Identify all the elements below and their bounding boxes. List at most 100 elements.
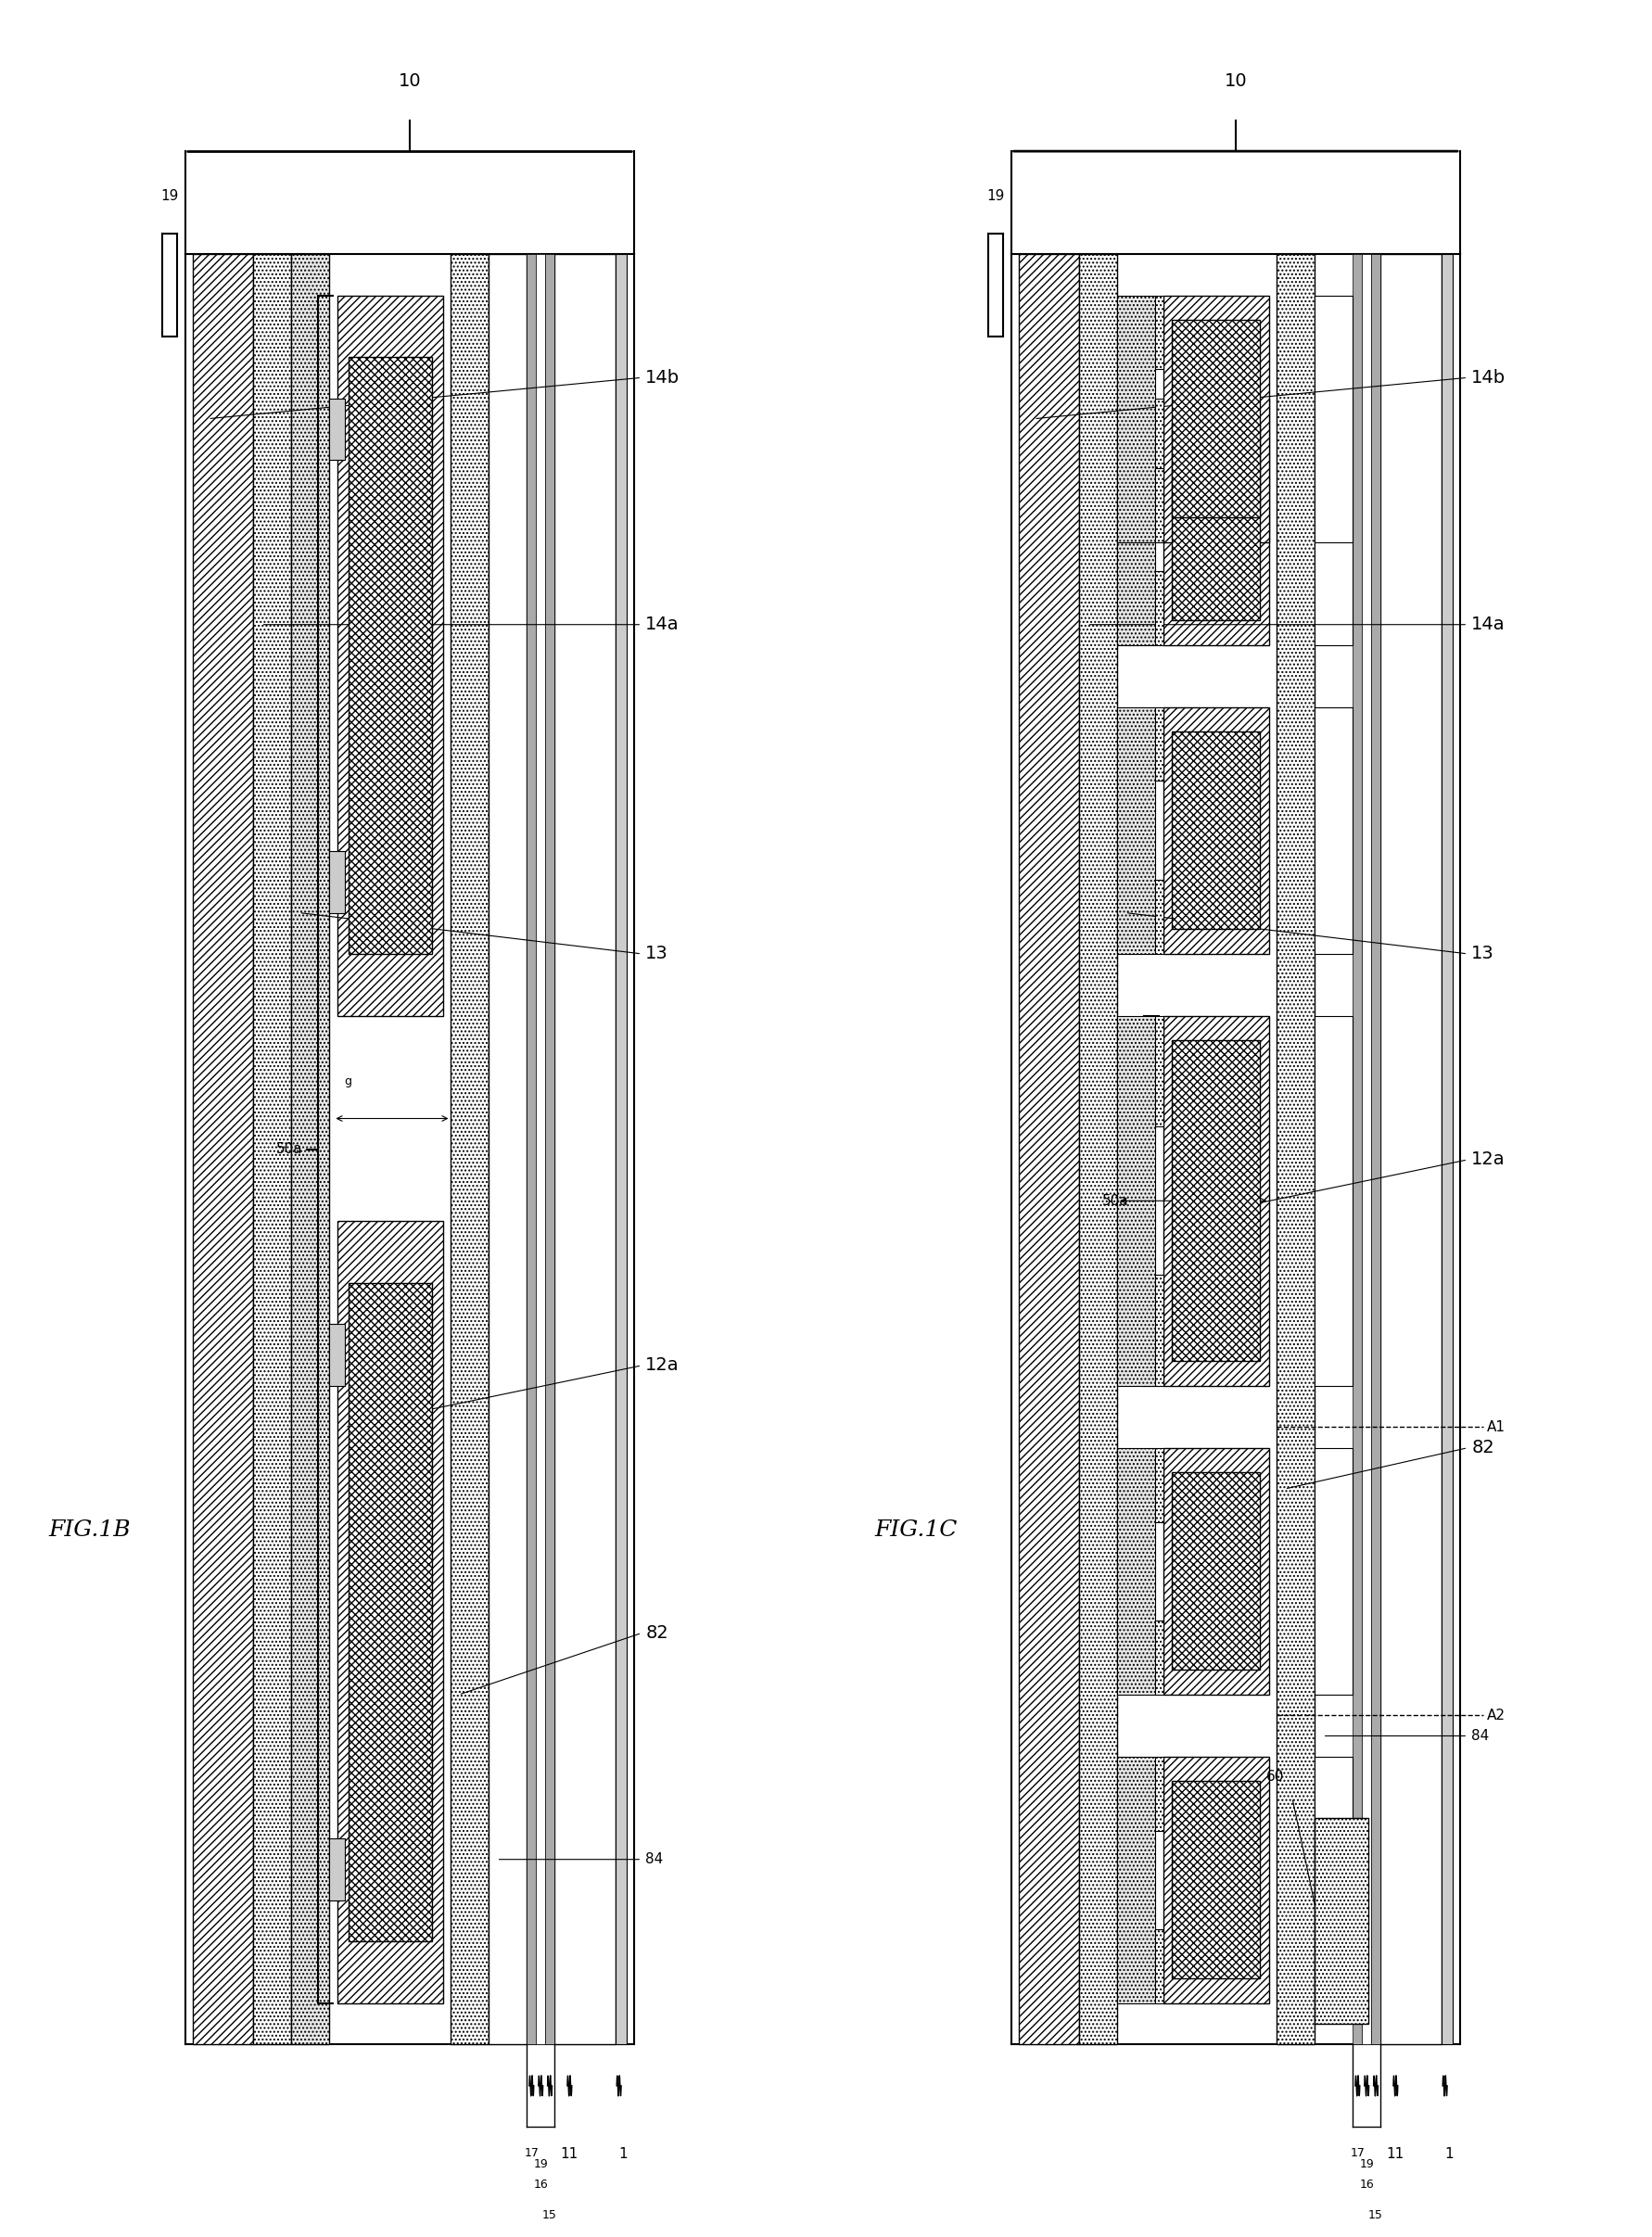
Bar: [1315, 1819, 1368, 2024]
Bar: [329, 398, 345, 461]
Bar: [1173, 1781, 1260, 1980]
Bar: [1155, 398, 1163, 472]
Text: 19: 19: [534, 2159, 548, 2170]
Text: 11: 11: [560, 2148, 578, 2161]
Text: 19: 19: [1360, 2159, 1374, 2170]
Text: 19: 19: [160, 188, 178, 204]
Bar: [291, 255, 329, 2045]
Bar: [1315, 295, 1353, 541]
Text: 19: 19: [986, 188, 1004, 204]
Bar: [1155, 1928, 1163, 2004]
Text: 13: 13: [1472, 944, 1495, 962]
Text: 1: 1: [1444, 2148, 1454, 2161]
Bar: [555, 255, 615, 2045]
Text: 15: 15: [542, 2210, 557, 2221]
Bar: [1117, 1447, 1155, 1696]
Bar: [1155, 1447, 1163, 1521]
Text: 17: 17: [524, 2148, 539, 2159]
Bar: [1363, 255, 1371, 2045]
Bar: [537, 255, 545, 2045]
Text: 13: 13: [646, 944, 669, 962]
Bar: [1315, 1447, 1353, 1696]
Bar: [1117, 1016, 1155, 1387]
Text: 50a: 50a: [276, 1143, 302, 1157]
Bar: [1441, 255, 1452, 2045]
Bar: [1173, 320, 1260, 517]
Bar: [329, 850, 345, 913]
Text: 14b: 14b: [1472, 369, 1507, 387]
Bar: [1163, 295, 1269, 541]
Bar: [1173, 731, 1260, 928]
Bar: [1117, 398, 1155, 644]
Bar: [615, 255, 626, 2045]
Text: A2: A2: [1487, 1709, 1505, 1722]
Text: 15: 15: [1368, 2210, 1383, 2221]
Bar: [489, 255, 527, 2045]
Bar: [545, 255, 555, 2045]
Text: 10: 10: [398, 72, 421, 89]
Bar: [1163, 1447, 1269, 1696]
Bar: [185, 255, 634, 2045]
Bar: [1173, 1040, 1260, 1362]
Bar: [329, 1839, 345, 1901]
Bar: [527, 255, 537, 2045]
Bar: [1371, 255, 1381, 2045]
Text: FIG.1B: FIG.1B: [48, 1519, 131, 1541]
Bar: [1163, 1016, 1269, 1387]
Text: 82: 82: [646, 1624, 669, 1642]
Bar: [1155, 1016, 1163, 1127]
Text: 12a: 12a: [1472, 1150, 1505, 1168]
Bar: [1163, 398, 1269, 644]
Bar: [1155, 1756, 1163, 1830]
Text: 84: 84: [646, 1852, 664, 1866]
Bar: [1155, 1620, 1163, 1696]
Text: 10: 10: [1224, 72, 1247, 89]
Bar: [1117, 707, 1155, 953]
Text: FIG.1C: FIG.1C: [874, 1519, 957, 1541]
Bar: [1381, 255, 1441, 2045]
Text: 1: 1: [618, 2148, 628, 2161]
Text: A1: A1: [1487, 1420, 1505, 1434]
Bar: [1173, 423, 1260, 620]
Bar: [1155, 468, 1163, 541]
Bar: [349, 358, 433, 953]
Bar: [451, 255, 489, 2045]
Bar: [329, 1324, 345, 1387]
Bar: [1155, 570, 1163, 644]
Bar: [1277, 255, 1315, 2045]
Text: 82: 82: [1472, 1438, 1495, 1456]
Bar: [1155, 707, 1163, 781]
Text: 60: 60: [1267, 1769, 1285, 1785]
Text: g: g: [1189, 1161, 1198, 1172]
Bar: [1353, 255, 1363, 2045]
Bar: [1163, 1756, 1269, 2004]
Bar: [1155, 295, 1163, 369]
Bar: [1117, 295, 1155, 541]
Text: 14b: 14b: [646, 369, 681, 387]
Bar: [1155, 879, 1163, 953]
Bar: [1315, 707, 1353, 953]
Bar: [349, 1284, 433, 1942]
Text: 50a: 50a: [1102, 1195, 1128, 1208]
Text: g: g: [345, 1076, 352, 1087]
Text: 11: 11: [1386, 2148, 1404, 2161]
Bar: [1163, 707, 1269, 953]
Text: 16: 16: [534, 2179, 548, 2190]
Bar: [1117, 1756, 1155, 2004]
Bar: [1315, 1756, 1353, 2004]
Bar: [337, 1221, 443, 2004]
Bar: [1079, 255, 1117, 2045]
Bar: [1315, 398, 1353, 644]
Bar: [253, 255, 291, 2045]
Text: 12a: 12a: [646, 1356, 679, 1374]
Bar: [1315, 1016, 1353, 1387]
Text: 14a: 14a: [646, 615, 679, 633]
Text: 16: 16: [1360, 2179, 1374, 2190]
Bar: [1019, 255, 1079, 2045]
Bar: [193, 255, 253, 2045]
Text: 84: 84: [1472, 1729, 1490, 1743]
Bar: [337, 295, 443, 1016]
Bar: [1155, 1275, 1163, 1387]
Text: 14a: 14a: [1472, 615, 1505, 633]
Bar: [1173, 1472, 1260, 1671]
